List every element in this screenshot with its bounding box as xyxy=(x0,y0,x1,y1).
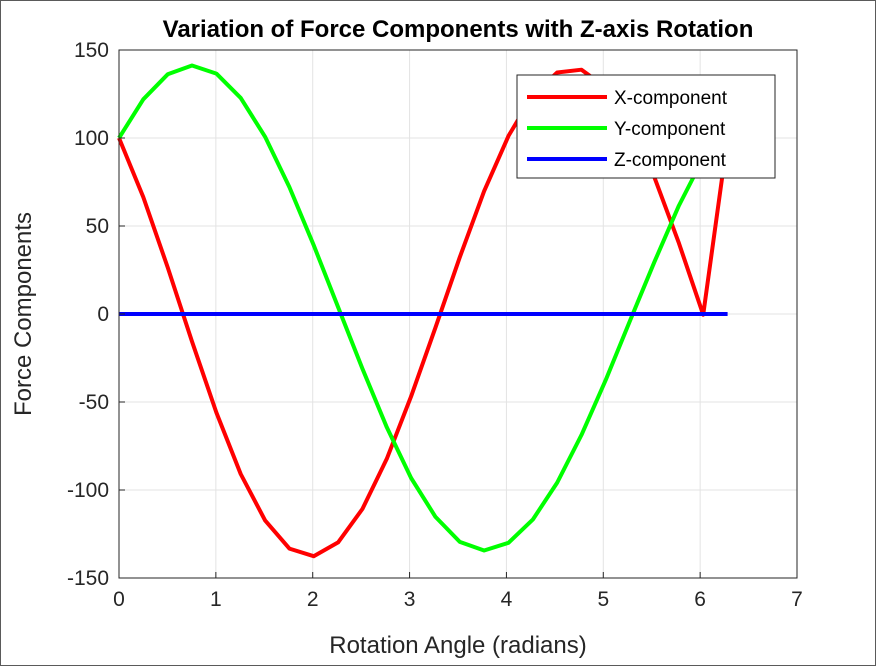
x-tick-label: 3 xyxy=(404,588,416,611)
y-tick-label: 0 xyxy=(97,303,109,326)
x-tick-label: 1 xyxy=(210,588,222,611)
x-axis-label: Rotation Angle (radians) xyxy=(329,632,586,659)
y-tick-label: 50 xyxy=(86,215,109,238)
y-tick-label: -50 xyxy=(79,391,109,414)
x-tick-label: 7 xyxy=(791,588,803,611)
x-tick-label: 6 xyxy=(694,588,706,611)
x-tick-label: 4 xyxy=(501,588,513,611)
chart-title: Variation of Force Components with Z-axi… xyxy=(163,16,754,43)
legend: X-component Y-component Z-component xyxy=(517,75,775,178)
x-tick-label: 5 xyxy=(597,588,609,611)
y-tick-label: 100 xyxy=(74,127,109,150)
x-tick-label: 2 xyxy=(307,588,319,611)
y-tick-label: -150 xyxy=(67,567,109,590)
legend-label: Y-component xyxy=(614,119,726,140)
legend-label: Z-component xyxy=(614,150,727,171)
x-tick-label: 0 xyxy=(113,588,125,611)
legend-label: X-component xyxy=(614,88,728,109)
y-axis-label: Force Components xyxy=(10,212,37,416)
y-tick-label: 150 xyxy=(74,39,109,62)
y-tick-label: -100 xyxy=(67,479,109,502)
